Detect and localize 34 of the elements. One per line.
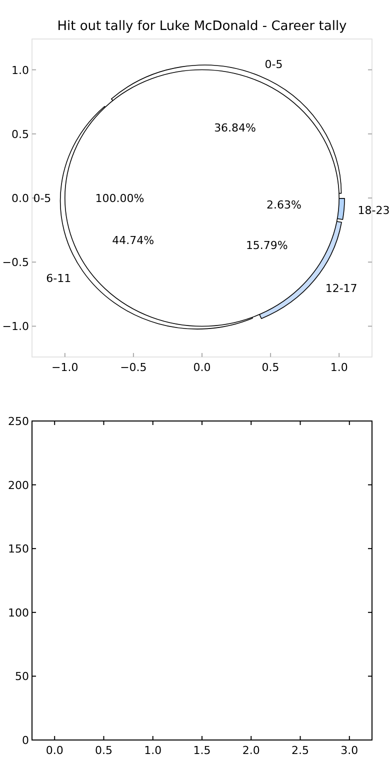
x-tick-label: −0.5 <box>120 361 147 374</box>
x-tick-label: 0.5 <box>94 744 112 757</box>
y-tick-label: 0.0 <box>12 192 29 205</box>
y-tick-label: 150 <box>8 542 29 556</box>
slice-label: 0-5 <box>264 58 283 72</box>
x-tick-label: 1.0 <box>144 744 162 757</box>
data-label: 2.63% <box>266 198 302 212</box>
y-tick-label: 0 <box>22 734 29 747</box>
data-label: 15.79% <box>246 239 288 252</box>
y-tick-label: 1.0 <box>12 64 29 77</box>
x-tick-label: 3.0 <box>340 744 358 757</box>
x-tick-label: 2.0 <box>242 744 260 757</box>
x-tick-label: 1.5 <box>193 744 211 757</box>
data-label: 100.00% <box>95 192 144 205</box>
x-tick-label: 0.0 <box>193 361 211 374</box>
y-tick-label: 50 <box>15 670 29 684</box>
x-tick-label: 1.0 <box>330 361 348 374</box>
y-tick-label: 0.5 <box>12 128 29 141</box>
y-tick-label: 200 <box>8 478 29 492</box>
chart-title: Hit out tally for Luke McDonald - Career tally <box>57 19 348 34</box>
slice-label: 6-11 <box>46 272 72 285</box>
slice-label: 0-5 <box>33 192 52 205</box>
y-tick-label: −0.5 <box>2 256 29 270</box>
slice-label: 18-23 <box>358 204 390 218</box>
x-tick-label: 0.5 <box>262 361 280 374</box>
y-tick-label: 250 <box>8 415 29 428</box>
y-tick-label: −1.0 <box>2 320 29 334</box>
x-tick-label: −1.0 <box>52 361 78 374</box>
data-label: 44.74% <box>112 234 154 248</box>
y-tick-label: 100 <box>8 606 29 620</box>
data-label: 36.84% <box>214 122 256 135</box>
x-tick-label: 2.5 <box>292 744 310 757</box>
x-tick-label: 0.0 <box>46 744 64 757</box>
slice-label: 12-17 <box>325 282 358 295</box>
